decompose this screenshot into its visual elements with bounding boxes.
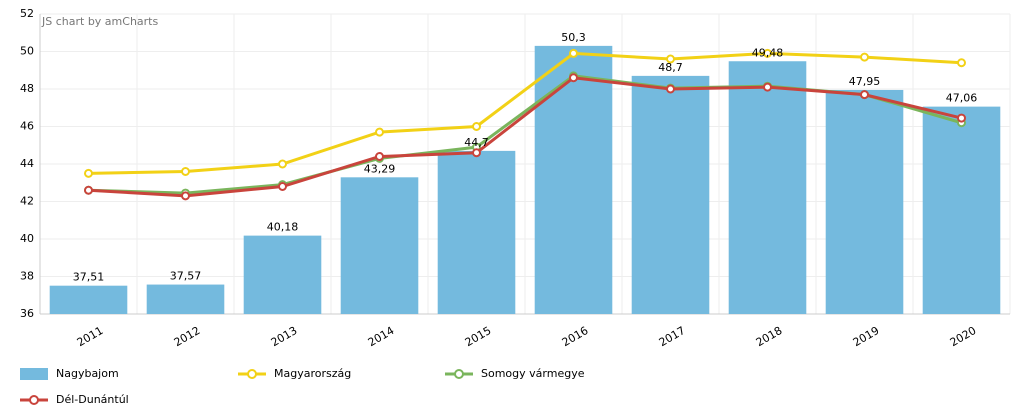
point: [569, 48, 578, 58]
legend-item: Dél-Dunántúl: [20, 393, 129, 406]
value-label: 37,51: [73, 271, 105, 284]
point: [957, 58, 966, 68]
legend-item: Somogy vármegye: [445, 367, 585, 380]
point: [860, 52, 869, 62]
x-tick-label: 2012: [172, 324, 203, 349]
x-tick-label: 2011: [75, 324, 106, 349]
point: [84, 185, 93, 195]
y-tick-label: 36: [20, 307, 34, 320]
x-tick-label: 2019: [851, 324, 882, 349]
legend-item: Nagybajom: [20, 367, 119, 380]
y-tick-label: 46: [20, 120, 34, 133]
y-tick-label: 48: [20, 82, 34, 95]
x-tick-label: 2020: [948, 324, 979, 349]
point: [666, 84, 675, 94]
point: [957, 113, 966, 123]
value-label: 47,95: [849, 75, 881, 88]
legend-label: Nagybajom: [56, 367, 119, 380]
line: [88, 51, 962, 175]
bar: [825, 89, 904, 314]
y-tick-label: 52: [20, 7, 34, 20]
line: [88, 76, 962, 198]
bar: [922, 106, 1001, 314]
x-tick-label: 2018: [754, 324, 785, 349]
y-tick-label: 50: [20, 45, 34, 58]
point: [569, 73, 578, 83]
bar: [243, 235, 322, 314]
watermark: JS chart by amCharts: [41, 15, 158, 28]
point: [472, 122, 481, 131]
point: [763, 48, 772, 58]
legend-label: Magyarország: [274, 367, 351, 380]
value-label: 37,57: [170, 270, 202, 283]
point: [666, 54, 675, 64]
bar: [437, 150, 516, 314]
value-label: 48,7: [658, 61, 683, 74]
bar: [146, 284, 225, 314]
legend-label: Dél-Dunántúl: [56, 393, 129, 406]
value-label: 47,06: [946, 92, 978, 105]
value-label: 43,29: [364, 162, 396, 175]
point: [181, 167, 190, 176]
legend-marker: [29, 395, 39, 405]
legend-marker: [247, 369, 257, 379]
value-label: 40,18: [267, 221, 299, 234]
legend-swatch: [20, 368, 48, 380]
legend-item: Magyarország: [238, 367, 351, 380]
legend-label: Somogy vármegye: [481, 367, 585, 380]
point: [860, 90, 869, 100]
x-tick-label: 2014: [366, 324, 397, 349]
x-tick-label: 2013: [269, 324, 300, 349]
bar: [534, 45, 613, 314]
bar: [631, 75, 710, 314]
point: [84, 168, 93, 178]
y-tick-label: 40: [20, 232, 34, 245]
y-tick-label: 44: [20, 157, 34, 170]
point: [375, 152, 384, 161]
point: [763, 82, 772, 92]
point: [278, 182, 287, 191]
x-tick-label: 2015: [463, 324, 494, 349]
y-tick-label: 38: [20, 270, 34, 283]
x-tick-label: 2017: [657, 324, 688, 349]
value-label: 49,48: [752, 46, 784, 59]
grid: [39, 13, 1011, 315]
point: [278, 159, 287, 169]
point: [375, 127, 384, 137]
point: [181, 191, 190, 201]
bar: [49, 285, 128, 314]
legend-marker: [454, 369, 464, 379]
value-label: 50,3: [561, 31, 586, 44]
x-tick-label: 2016: [560, 324, 591, 349]
value-label: 44,7: [464, 136, 489, 149]
y-tick-label: 42: [20, 195, 34, 208]
bar: [728, 61, 807, 314]
bar: [340, 177, 419, 314]
point: [472, 148, 481, 158]
